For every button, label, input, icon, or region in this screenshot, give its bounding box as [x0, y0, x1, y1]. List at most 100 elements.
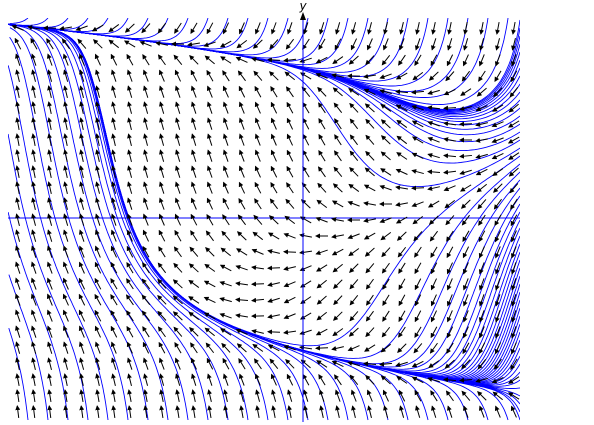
direction-arrow: [478, 262, 485, 275]
direction-arrow: [335, 405, 340, 418]
direction-arrow: [492, 168, 504, 176]
direction-arrow: [111, 405, 117, 419]
direction-arrow: [510, 405, 517, 418]
direction-arrow: [62, 309, 69, 322]
direction-arrow: [191, 373, 197, 386]
direction-arrow: [111, 373, 116, 386]
direction-arrow: [414, 262, 422, 275]
direction-arrow: [431, 38, 437, 51]
direction-arrow: [222, 357, 230, 370]
direction-arrow: [46, 53, 53, 66]
direction-arrow: [318, 133, 326, 146]
direction-arrow: [222, 85, 229, 98]
direction-arrow: [203, 280, 216, 288]
direction-arrow: [47, 357, 52, 370]
direction-arrow: [270, 22, 277, 35]
direction-arrow: [15, 69, 20, 82]
direction-arrow: [111, 101, 116, 114]
direction-arrow: [459, 153, 473, 159]
direction-arrow: [143, 405, 149, 419]
direction-arrow: [236, 231, 247, 241]
direction-arrow: [379, 217, 392, 224]
direction-arrow: [398, 326, 406, 338]
direction-arrow: [253, 70, 263, 81]
direction-arrow: [318, 150, 326, 162]
direction-arrow: [494, 70, 502, 83]
direction-arrow: [283, 329, 297, 335]
direction-arrow: [315, 72, 328, 79]
direction-arrow: [251, 57, 264, 62]
direction-arrow: [397, 343, 407, 353]
direction-arrow: [379, 89, 392, 95]
direction-arrow: [143, 373, 149, 386]
direction-arrow: [14, 277, 21, 290]
direction-arrow: [127, 85, 133, 98]
direction-arrow: [204, 263, 216, 272]
direction-arrow: [510, 262, 517, 275]
direction-arrow: [174, 213, 182, 226]
streamline: [8, 23, 369, 421]
direction-arrow: [15, 373, 21, 386]
direction-arrow: [94, 245, 101, 258]
streamline: [9, 23, 269, 421]
direction-arrow: [302, 101, 310, 114]
direction-arrow: [427, 89, 440, 95]
direction-arrow: [462, 294, 469, 307]
direction-arrow: [445, 390, 454, 402]
direction-arrow: [222, 197, 230, 210]
direction-arrow: [157, 262, 167, 274]
direction-arrow: [111, 149, 116, 162]
streamline: [10, 23, 520, 359]
direction-arrow: [127, 133, 132, 146]
direction-arrow: [235, 56, 248, 63]
direction-arrow: [332, 87, 343, 97]
direction-arrow: [47, 389, 53, 403]
direction-arrow: [459, 106, 472, 111]
direction-arrow: [222, 117, 229, 130]
direction-arrow: [318, 374, 326, 386]
direction-arrow: [284, 215, 296, 225]
direction-arrow: [398, 294, 406, 307]
direction-arrow: [95, 117, 100, 130]
direction-arrow: [495, 22, 501, 35]
direction-arrow: [381, 326, 391, 338]
direction-arrow: [239, 405, 245, 418]
streamline: [9, 23, 289, 421]
direction-arrow: [462, 262, 469, 275]
direction-arrow: [206, 149, 213, 162]
direction-arrow: [235, 313, 248, 319]
direction-arrow: [175, 389, 181, 402]
direction-arrow: [252, 39, 263, 49]
direction-arrow: [494, 230, 502, 243]
direction-arrow: [63, 133, 69, 146]
direction-arrow: [415, 22, 420, 35]
direction-arrow: [446, 405, 453, 418]
direction-arrow: [286, 165, 294, 178]
direction-arrow: [238, 22, 245, 35]
direction-arrow: [349, 263, 359, 273]
direction-arrow: [188, 296, 200, 304]
direction-arrow: [494, 342, 501, 355]
direction-arrow: [333, 166, 343, 177]
direction-arrow: [494, 214, 502, 227]
direction-arrow: [413, 343, 423, 354]
direction-arrow: [62, 293, 69, 306]
direction-arrow: [207, 389, 212, 402]
direction-arrow: [190, 181, 197, 194]
direction-arrow: [349, 166, 359, 177]
direction-arrow: [463, 38, 469, 51]
direction-arrow: [271, 389, 277, 402]
direction-arrow: [347, 361, 360, 367]
direction-arrow: [443, 377, 457, 383]
streamline: [9, 23, 520, 378]
direction-arrow: [477, 358, 487, 370]
direction-arrow: [15, 165, 21, 178]
direction-arrow: [175, 405, 181, 419]
direction-arrow: [111, 181, 117, 194]
direction-arrow: [63, 69, 69, 82]
direction-arrow: [285, 198, 295, 209]
direction-arrow: [267, 282, 280, 287]
direction-arrow: [111, 357, 117, 370]
direction-arrow: [302, 133, 310, 146]
direction-arrow: [159, 165, 165, 178]
